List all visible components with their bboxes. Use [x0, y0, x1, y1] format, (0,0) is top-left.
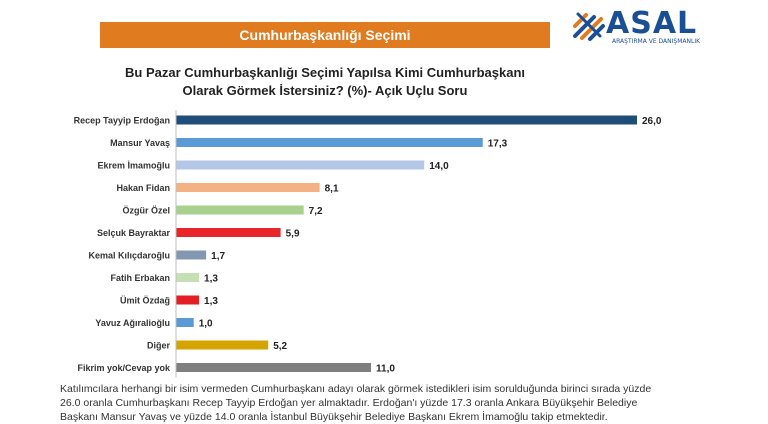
chart-title: Bu Pazar Cumhurbaşkanlığı Seçimi Yapılsa…: [110, 64, 540, 100]
footnote-line-1: Katılımcılara herhangi bir isim vermeden…: [60, 383, 652, 395]
value-label: 5,9: [286, 229, 300, 240]
logo-wordmark: ASAL: [606, 6, 698, 41]
category-label: Ekrem İmamoğlu: [97, 161, 170, 171]
category-label: Yavuz Ağıralioğlu: [95, 318, 170, 328]
category-label: Fatih Erbakan: [110, 273, 170, 283]
footnote-line-3: Başkanı Mansur Yavaş ve yüzde 14.0 oranl…: [60, 411, 608, 423]
footnote: Katılımcılara herhangi bir isim vermeden…: [60, 382, 720, 424]
bar: [176, 250, 207, 260]
bar: [176, 205, 304, 215]
section-title-band: Cumhurbaşkanlığı Seçimi: [100, 22, 550, 48]
bar: [176, 228, 281, 237]
category-label: Özgür Özel: [122, 206, 170, 216]
value-label: 1,3: [204, 274, 218, 285]
bar: [176, 273, 200, 282]
value-label: 26,0: [642, 116, 662, 127]
value-label: 1,3: [204, 296, 218, 307]
bar: [176, 363, 372, 372]
value-label: 7,2: [309, 206, 323, 217]
bar: [176, 340, 269, 350]
logo-tagline: ARAŞTIRMA VE DANIŞMANLIK: [612, 38, 701, 45]
category-label: Kemal Kılıçdaroğlu: [88, 251, 170, 261]
asal-logo: ASAL ARAŞTIRMA VE DANIŞMANLIK: [572, 6, 702, 46]
bar-chart: Recep Tayyip Erdoğan 26,0 Mansur Yavaş 17,3…: [74, 110, 662, 378]
value-label: 1,0: [199, 319, 213, 330]
category-label: Mansur Yavaş: [110, 138, 170, 148]
bar: [176, 138, 483, 147]
category-label: Recep Tayyip Erdoğan: [74, 116, 170, 126]
section-title: Cumhurbaşkanlığı Seçimi: [239, 27, 411, 43]
value-label: 17,3: [488, 139, 508, 150]
category-label: Ümit Özdağ: [120, 296, 170, 306]
category-label: Fikrim yok/Cevap yok: [77, 363, 171, 373]
footnote-line-2: 26.0 oranla Cumhurbaşkanı Recep Tayyip E…: [60, 397, 638, 409]
category-label: Hakan Fidan: [116, 183, 170, 193]
chart-title-line-2: Olarak Görmek İstersiniz? (%)- Açık Uçlu…: [182, 83, 468, 98]
asal-logo-icon: [573, 12, 605, 41]
value-label: 14,0: [429, 161, 449, 172]
bar: [176, 295, 200, 305]
value-label: 8,1: [325, 184, 339, 195]
chart-title-line-1: Bu Pazar Cumhurbaşkanlığı Seçimi Yapılsa…: [125, 65, 525, 80]
bar: [176, 160, 425, 170]
value-label: 1,7: [211, 251, 225, 262]
category-label: Selçuk Bayraktar: [97, 228, 171, 238]
value-label: 5,2: [273, 341, 287, 352]
bar: [176, 115, 637, 125]
bar: [176, 183, 320, 192]
value-label: 11,0: [376, 364, 395, 375]
bar: [176, 318, 194, 327]
category-label: Diğer: [147, 341, 171, 351]
